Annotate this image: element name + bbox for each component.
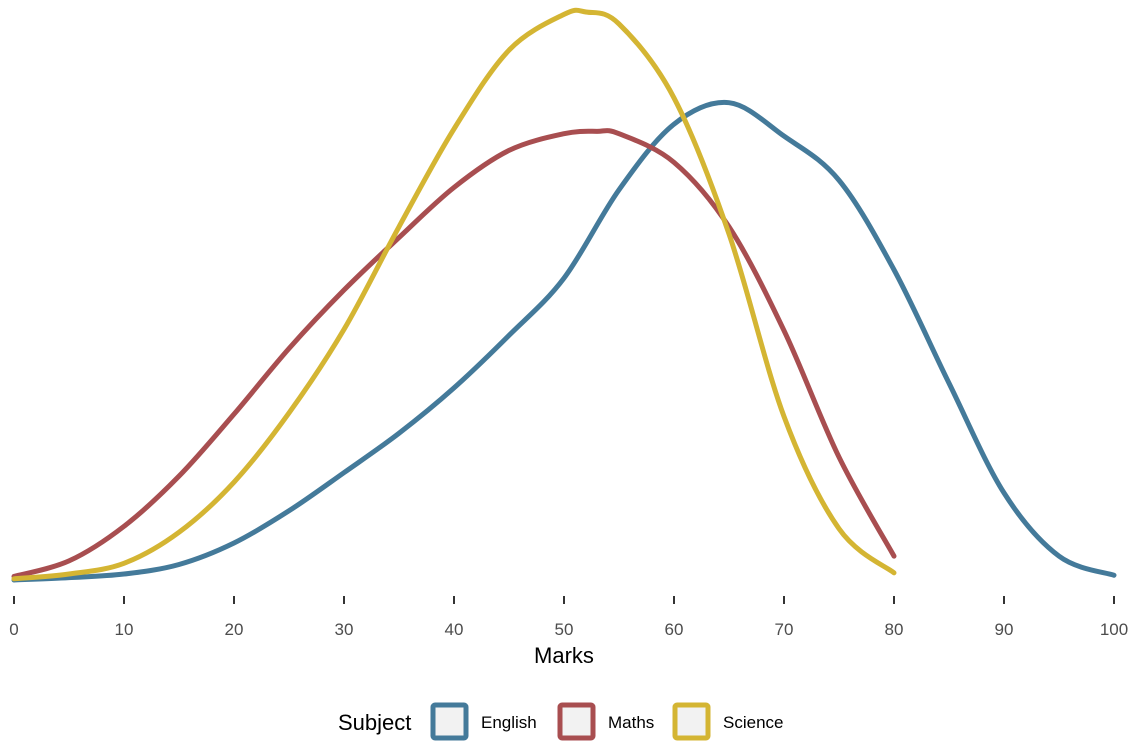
series-line-science — [11, 7, 897, 582]
legend-item-science: Science — [672, 702, 783, 741]
legend-title: Subject — [338, 710, 411, 735]
legend-key-maths — [557, 702, 596, 741]
x-tick-label: 70 — [775, 620, 794, 639]
series-line-english — [11, 99, 1117, 583]
x-axis: 0 10 20 30 40 50 60 70 80 90 100 — [9, 596, 1128, 639]
legend-label-maths: Maths — [608, 713, 654, 732]
x-tick-label: 80 — [885, 620, 904, 639]
x-tick-label: 90 — [995, 620, 1014, 639]
legend-key-science — [672, 702, 711, 741]
legend-key-english — [430, 702, 469, 741]
x-tick-label: 10 — [115, 620, 134, 639]
legend-item-maths: Maths — [557, 702, 654, 741]
legend-items: English Maths Science — [430, 702, 783, 741]
x-tick-label: 50 — [555, 620, 574, 639]
x-axis-title: Marks — [534, 643, 594, 668]
x-tick-label: 100 — [1100, 620, 1128, 639]
legend-item-english: English — [430, 702, 537, 741]
series-line-maths — [11, 128, 897, 579]
x-tick-label: 30 — [335, 620, 354, 639]
legend-label-science: Science — [723, 713, 783, 732]
x-tick-label: 0 — [9, 620, 18, 639]
legend-label-english: English — [481, 713, 537, 732]
x-tick-label: 40 — [445, 620, 464, 639]
density-curves — [11, 7, 1117, 583]
x-tick-label: 20 — [225, 620, 244, 639]
legend: Subject English Maths Science — [338, 702, 783, 741]
x-tick-label: 60 — [665, 620, 684, 639]
